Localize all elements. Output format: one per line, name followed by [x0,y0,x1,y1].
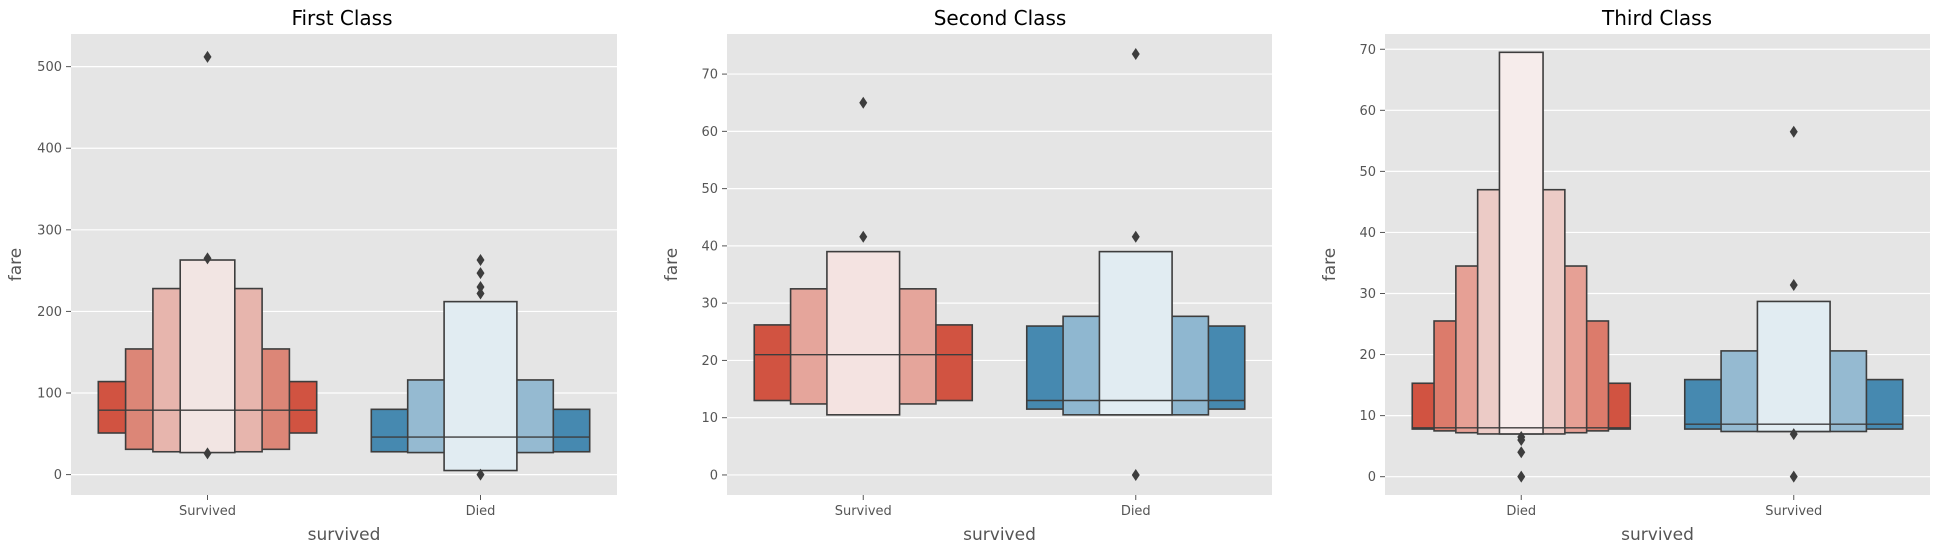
outlier-point [476,468,485,481]
x-tick-label: Died [1121,504,1151,519]
y-tick-label: 400 [37,142,62,157]
x-axis-label: survived [963,525,1036,545]
y-tick-label: 0 [54,468,62,483]
outlier-point [203,50,212,63]
outlier-point [859,230,868,243]
y-tick-label: 0 [1368,470,1376,485]
outlier-point [1131,230,1140,243]
outlier-point [203,252,212,265]
x-axis-label: survived [308,525,381,545]
y-tick-label: 100 [37,387,62,402]
y-tick-label: 50 [701,182,718,197]
y-tick-label: 70 [1359,43,1376,58]
outlier-point [1789,125,1798,138]
y-tick-label: 200 [37,305,62,320]
x-tick-label: Survived [835,504,892,519]
x-tick-label: Survived [179,504,236,519]
x-tick-label: Survived [1765,504,1822,519]
outlier-point [1517,446,1526,459]
y-tick-label: 10 [1359,409,1376,424]
y-tick-label: 20 [701,354,718,369]
outlier-point [203,447,212,460]
boxen-box [179,259,236,454]
y-tick-label: 50 [1359,165,1376,180]
boxen-box [826,250,901,416]
outlier-point [1517,470,1526,483]
outlier-point [1131,468,1140,481]
chart-title: Second Class [934,6,1067,30]
outlier-point [476,287,485,300]
outlier-point [1517,434,1526,447]
y-tick-label: 0 [710,468,718,483]
y-tick-label: 60 [1359,104,1376,119]
y-tick-label: 60 [701,125,718,140]
x-tick-label: Died [466,504,496,519]
x-tick-label: Died [1506,504,1536,519]
y-tick-label: 10 [701,411,718,426]
outlier-point [859,96,868,109]
chart-panel: 0 10 20 30 40 50 60 70 Died Survived Third Class su… [1320,6,1930,545]
chart-panel: 0 10 20 30 40 50 60 70 Survived Died Second Class s… [662,6,1272,545]
y-tick-label: 20 [1359,348,1376,363]
y-tick-label: 30 [701,297,718,312]
outlier-point [476,280,485,293]
boxen-box [1756,300,1831,433]
outlier-point [1131,48,1140,61]
y-axis-label: fare [6,248,26,281]
y-tick-label: 500 [37,60,62,75]
x-axis-label: survived [1621,525,1694,545]
chart-panel: 0 100 200 300 400 500 Survived Died First Class s… [6,6,617,545]
y-tick-label: 70 [701,68,718,83]
y-tick-label: 300 [37,223,62,238]
outlier-point [476,267,485,280]
y-tick-label: 40 [1359,226,1376,241]
y-tick-label: 30 [1359,287,1376,302]
outlier-point [1789,470,1798,483]
outlier-point [476,254,485,267]
y-tick-label: 40 [701,239,718,254]
y-axis-label: fare [1320,248,1340,281]
y-axis-label: fare [662,248,682,281]
chart-title: First Class [291,6,392,30]
chart-title: Third Class [1601,6,1712,30]
outlier-point [1789,428,1798,441]
boxen-box [1498,51,1544,435]
boxen-box [1098,250,1173,416]
outlier-point [1789,278,1798,291]
boxen-box [443,300,518,472]
plot-area [727,34,1272,495]
